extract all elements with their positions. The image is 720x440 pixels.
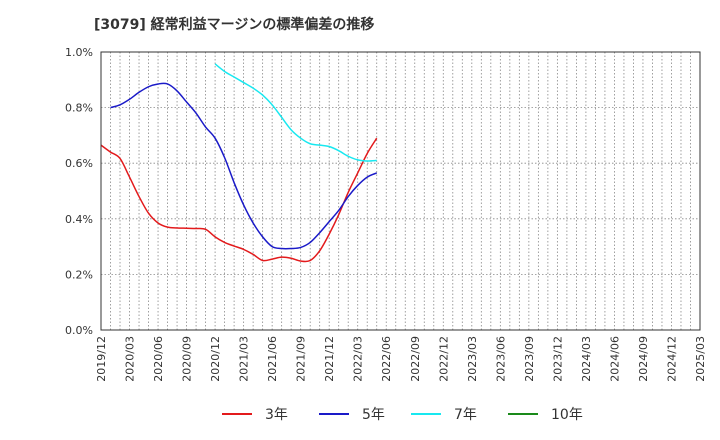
- x-tick-label: 2019/12: [95, 336, 108, 382]
- x-tick-label: 2025/03: [694, 336, 707, 382]
- plot-area: [100, 51, 701, 331]
- series-line-5年: [110, 82, 378, 250]
- x-tick-label: 2021/12: [323, 336, 336, 382]
- x-axis: 2019/12 2020/03 2020/06 2020/09 2020/12 2021/…: [95, 336, 707, 382]
- legend: 3年 5年 7年 10年: [222, 407, 583, 423]
- chart-title: [3079] 経常利益マージンの標準偏差の推移: [94, 17, 375, 33]
- x-tick-label: 2020/09: [181, 336, 194, 382]
- series-line-3年: [100, 137, 378, 263]
- x-tick-label: 2024/12: [665, 336, 678, 382]
- x-tick-label: 2020/06: [152, 336, 165, 382]
- y-tick-label: 0.2%: [65, 268, 93, 281]
- x-tick-label: 2024/09: [637, 336, 650, 382]
- x-tick-label: 2020/12: [209, 336, 222, 382]
- x-tick-label: 2022/06: [380, 336, 393, 382]
- x-tick-label: 2024/06: [608, 336, 621, 382]
- x-tick-label: 2021/06: [266, 336, 279, 382]
- x-tick-label: 2023/06: [494, 336, 507, 382]
- series-line-7年: [214, 63, 377, 162]
- y-tick-label: 0.4%: [65, 213, 93, 226]
- x-tick-label: 2020/03: [124, 336, 137, 382]
- series-lines: [100, 63, 378, 263]
- legend-label: 3年: [265, 407, 288, 423]
- legend-label: 10年: [551, 407, 583, 423]
- x-tick-label: 2024/03: [580, 336, 593, 382]
- x-tick-label: 2023/12: [551, 336, 564, 382]
- x-tick-label: 2021/09: [295, 336, 308, 382]
- x-tick-label: 2022/12: [437, 336, 450, 382]
- grid: [100, 51, 701, 331]
- x-tick-label: 2022/03: [352, 336, 365, 382]
- y-axis: 0.0% 0.2% 0.4% 0.6% 0.8% 1.0%: [65, 46, 93, 337]
- x-tick-label: 2023/09: [523, 336, 536, 382]
- x-tick-label: 2021/03: [238, 336, 251, 382]
- y-tick-label: 0.6%: [65, 157, 93, 170]
- legend-label: 5年: [362, 407, 385, 423]
- x-tick-label: 2023/03: [466, 336, 479, 382]
- x-tick-label: 2022/09: [409, 336, 422, 382]
- y-tick-label: 0.8%: [65, 102, 93, 115]
- y-tick-label: 0.0%: [65, 324, 93, 337]
- y-tick-label: 1.0%: [65, 46, 93, 59]
- legend-label: 7年: [454, 407, 477, 423]
